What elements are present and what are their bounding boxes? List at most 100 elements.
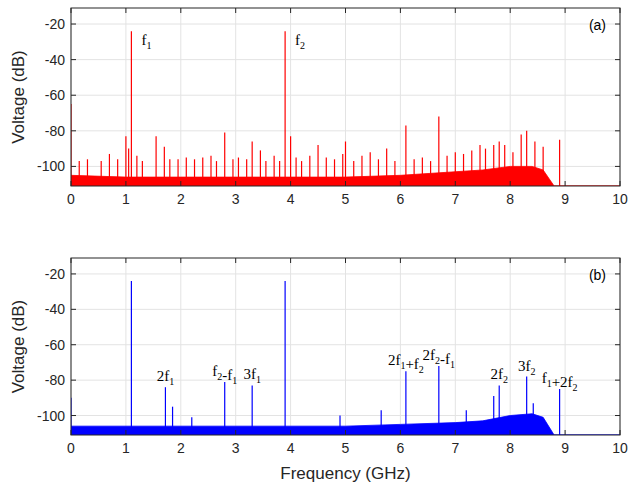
annotation: f1+2f2 xyxy=(542,370,578,393)
spectral-line xyxy=(438,117,439,186)
spectral-line xyxy=(309,156,310,186)
grid-line xyxy=(345,258,346,435)
spectral-line xyxy=(131,281,132,435)
spectral-line xyxy=(169,159,170,186)
spectral-line xyxy=(455,152,456,186)
tick xyxy=(400,8,401,13)
spectral-line xyxy=(438,366,439,435)
tick xyxy=(615,415,620,416)
spectral-line xyxy=(334,159,335,186)
spectral-line xyxy=(290,136,291,186)
spectral-line xyxy=(405,125,406,186)
spectral-line xyxy=(345,142,346,187)
x-tick-label: 9 xyxy=(561,440,569,456)
tick xyxy=(345,8,346,13)
spectral-line xyxy=(422,158,423,186)
x-tick-label: 3 xyxy=(232,191,240,207)
spectral-line xyxy=(109,154,110,186)
grid-line xyxy=(71,130,620,131)
annotation: f2 xyxy=(295,32,305,51)
y-tick-label: -40 xyxy=(45,301,65,317)
tick xyxy=(400,258,401,263)
spectral-line xyxy=(342,154,343,186)
grid-line xyxy=(290,8,291,186)
y-tick-label: -100 xyxy=(37,158,65,174)
tick xyxy=(615,24,620,25)
spectral-line xyxy=(101,161,102,186)
panel: 012345678910-100-80-60-40-20Voltage (dB)… xyxy=(9,258,628,483)
grid-line xyxy=(71,344,620,345)
spectral-line xyxy=(142,161,143,186)
spectral-line xyxy=(252,142,253,187)
panel: 012345678910-100-80-60-40-20Voltage (dB)… xyxy=(9,8,628,207)
grid-line xyxy=(565,8,566,186)
spectral-line xyxy=(479,145,480,186)
tick xyxy=(235,181,236,186)
spectral-line xyxy=(381,410,382,435)
spectral-line xyxy=(252,385,253,435)
grid-line xyxy=(71,380,620,381)
x-tick-label: 5 xyxy=(342,440,350,456)
tick xyxy=(615,273,620,274)
spectral-line xyxy=(533,403,534,435)
spectral-line xyxy=(232,159,233,186)
spectral-line xyxy=(534,142,535,187)
annotation: 2f1 xyxy=(157,368,175,387)
tick xyxy=(71,8,72,13)
spectral-line xyxy=(210,156,211,186)
spectral-line xyxy=(512,152,513,186)
spectral-line xyxy=(246,159,247,186)
grid-line xyxy=(71,95,620,96)
y-axis-label: Voltage (dB) xyxy=(9,300,28,394)
tick xyxy=(615,130,620,131)
tick xyxy=(455,8,456,13)
spectral-line xyxy=(326,158,327,186)
grid-line xyxy=(235,8,236,186)
tick xyxy=(290,258,291,263)
spectral-line xyxy=(466,410,467,435)
tick xyxy=(615,380,620,381)
spectral-line xyxy=(430,161,431,186)
y-axis-label: Voltage (dB) xyxy=(9,50,28,144)
annotation: f2-f1 xyxy=(212,363,237,386)
x-tick-label: 4 xyxy=(287,191,295,207)
y-tick-label: -100 xyxy=(37,408,65,424)
spectral-line xyxy=(202,158,203,186)
tick xyxy=(455,430,456,435)
spectral-line xyxy=(353,161,354,186)
spectral-line xyxy=(285,31,286,186)
spectral-line xyxy=(131,31,132,186)
tick xyxy=(615,309,620,310)
tick xyxy=(620,8,621,13)
spectral-line xyxy=(260,150,261,186)
frame xyxy=(71,258,620,435)
spectral-line xyxy=(559,389,560,435)
spectral-line xyxy=(216,161,217,186)
grid-line xyxy=(125,8,126,186)
frame xyxy=(71,8,620,186)
grid-line xyxy=(180,258,181,435)
figure: 012345678910-100-80-60-40-20Voltage (dB)… xyxy=(0,0,630,494)
tick xyxy=(620,181,621,186)
spectral-line xyxy=(521,134,522,186)
spectral-line xyxy=(378,159,379,186)
tick xyxy=(125,258,126,263)
grid-line xyxy=(71,273,620,274)
x-tick-label: 0 xyxy=(67,440,75,456)
spectral-line xyxy=(117,159,118,186)
tick xyxy=(290,430,291,435)
x-tick-label: 7 xyxy=(451,440,459,456)
tick xyxy=(71,380,76,381)
spectral-line xyxy=(285,281,286,435)
x-tick-label: 2 xyxy=(177,191,185,207)
x-tick-label: 1 xyxy=(122,440,130,456)
panel-label: (a) xyxy=(589,17,606,33)
spectral-line xyxy=(317,145,318,186)
spectral-line xyxy=(164,147,165,186)
spectral-line xyxy=(194,159,195,186)
spectral-line xyxy=(471,150,472,186)
tick xyxy=(620,258,621,263)
spectral-line xyxy=(165,387,166,435)
x-tick-label: 5 xyxy=(342,191,350,207)
tick xyxy=(615,344,620,345)
